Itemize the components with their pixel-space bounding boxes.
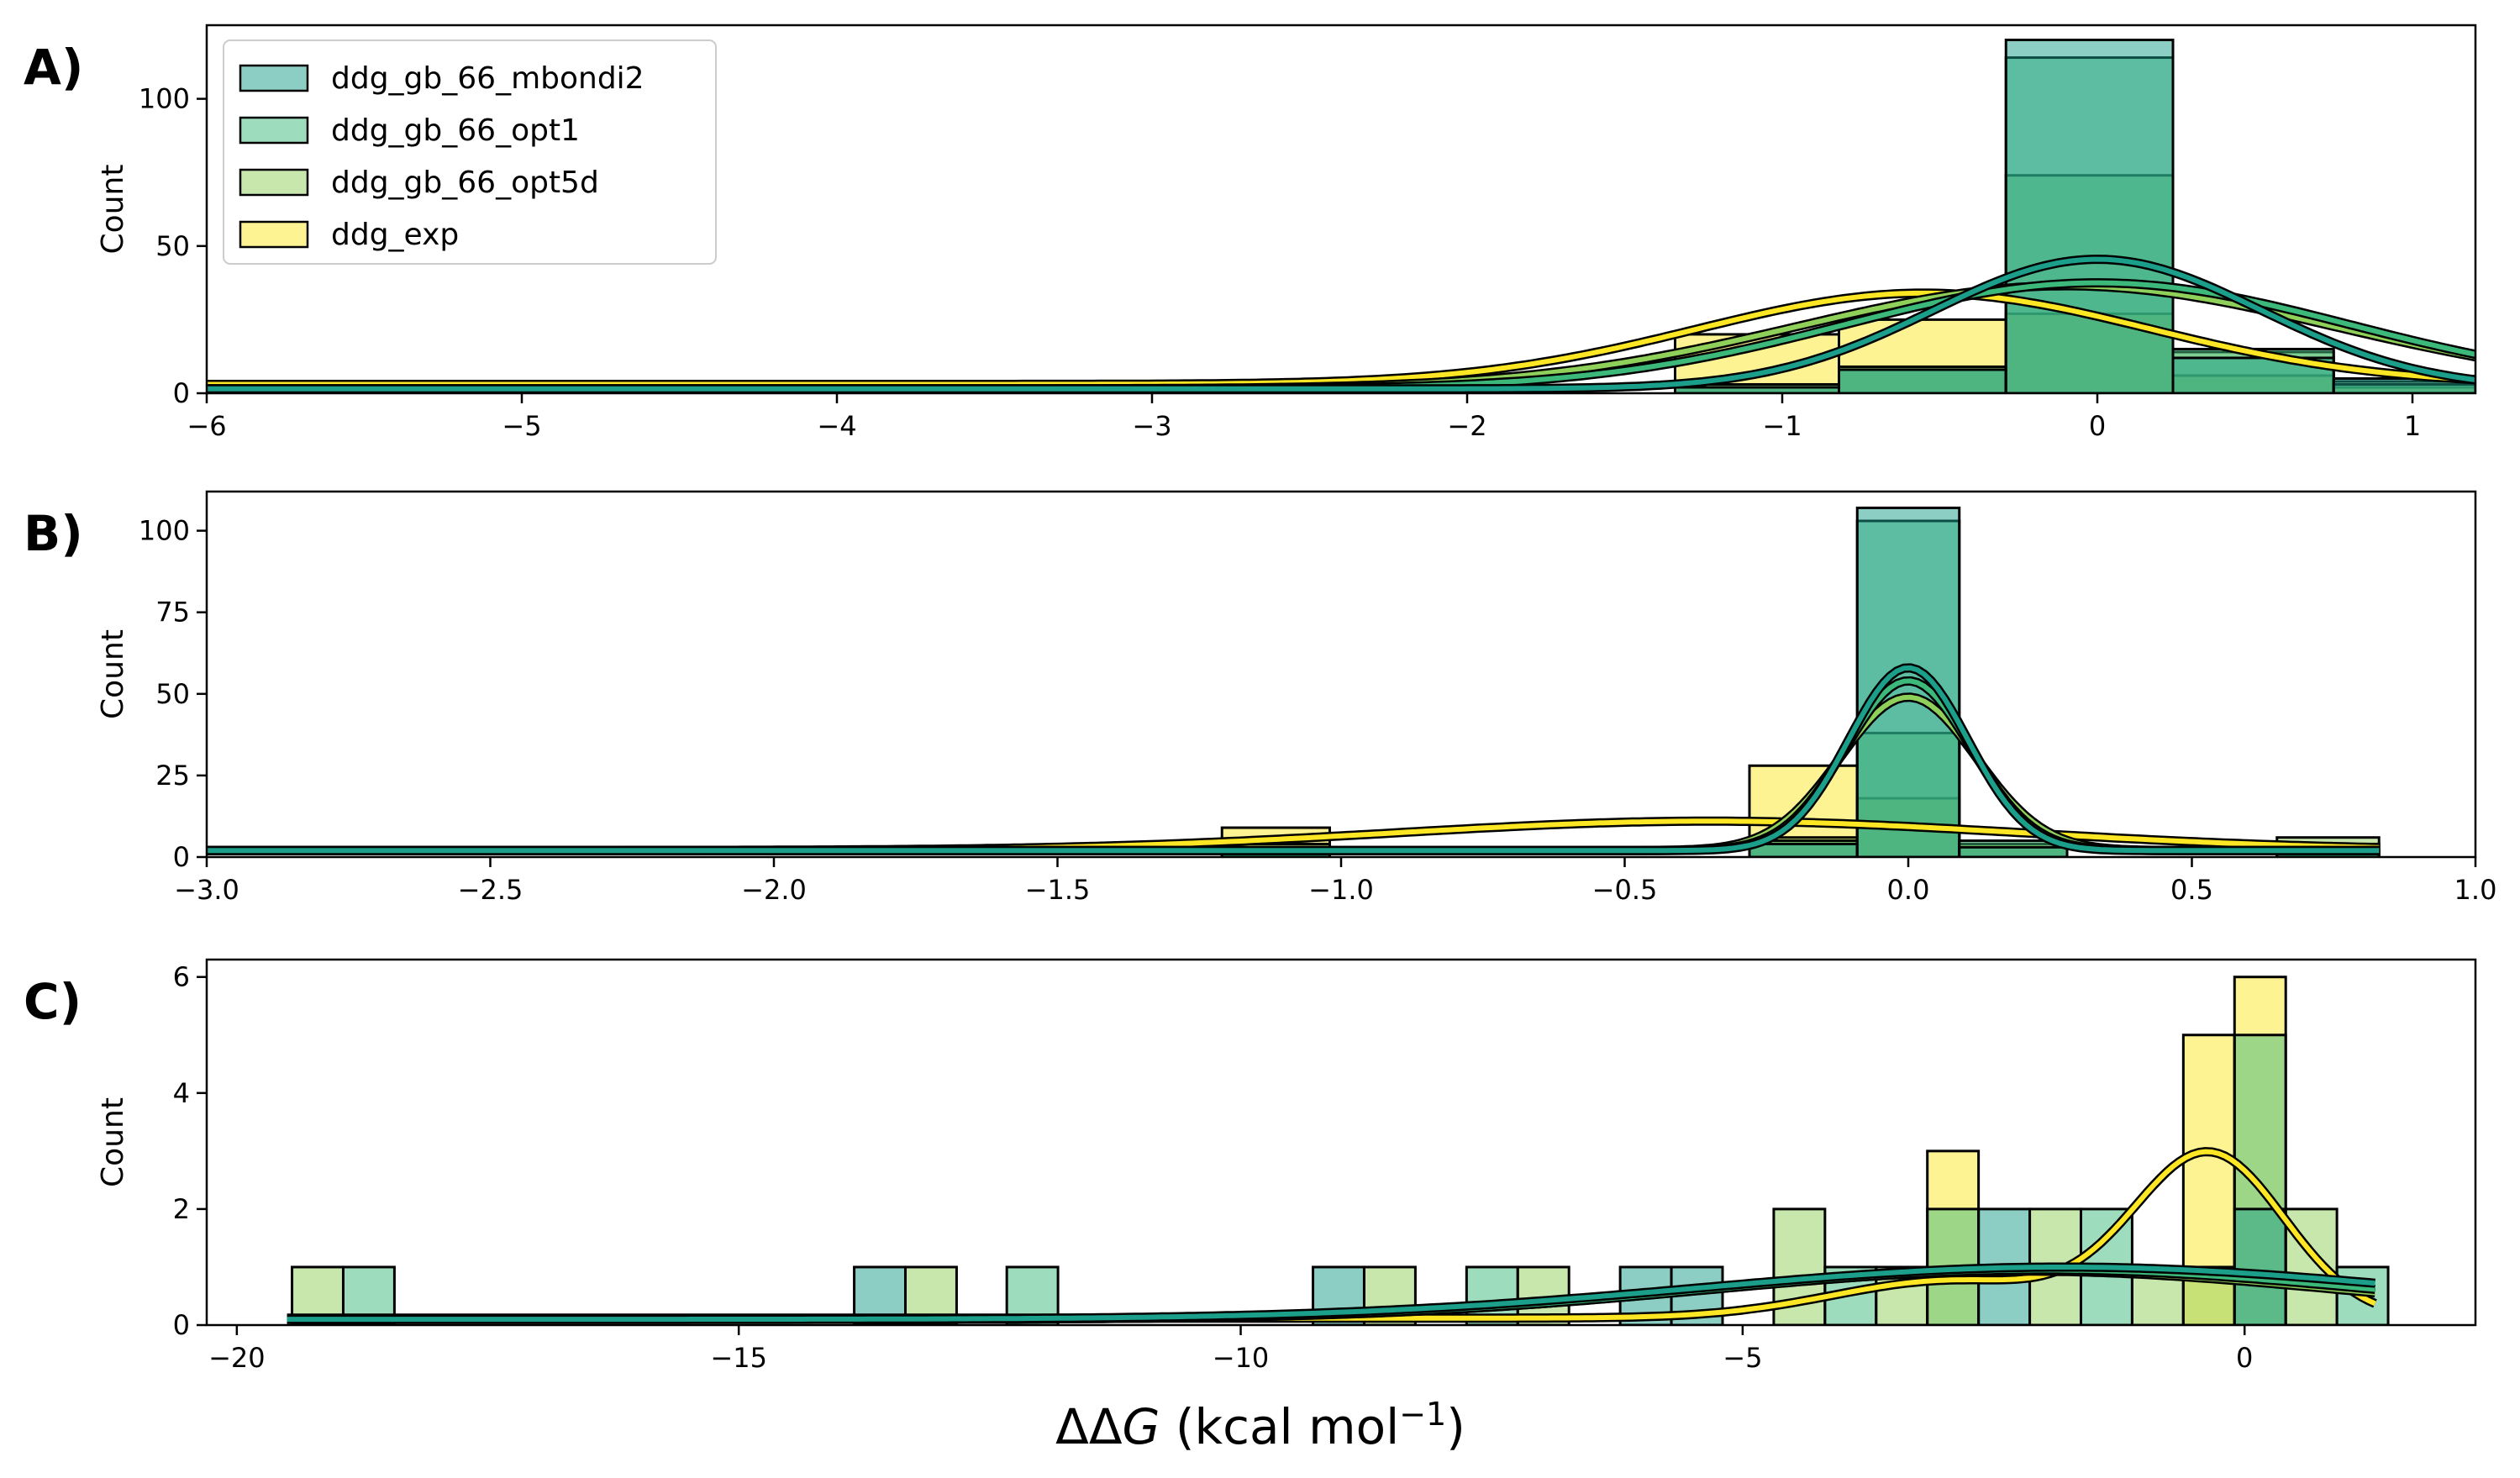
y-tick-label: 25 — [155, 760, 190, 792]
x-tick-label: −3.0 — [174, 874, 239, 906]
x-tick-label: 0.5 — [2170, 874, 2213, 906]
x-tick-label: −15 — [710, 1342, 767, 1374]
x-tick-label: −1 — [1762, 410, 1802, 442]
x-tick-label: 1.0 — [2454, 874, 2497, 906]
bar-ddg-gb-66-mbondi2 — [1958, 845, 2069, 857]
bar-ddg-gb-66-mbondi2 — [1748, 842, 1859, 857]
kde-ddg-gb-66-mbondi2 — [287, 1262, 2375, 1324]
y-tick-label: 50 — [155, 230, 190, 262]
legend-box — [223, 39, 717, 265]
x-axis-title: ΔΔG (kcal mol−1) — [1055, 1396, 1465, 1455]
legend-label-ddg-gb-66-mbondi2: ddg_gb_66_mbondi2 — [331, 61, 644, 96]
plot-area — [287, 976, 2390, 1325]
x-tick-label: −5 — [502, 410, 541, 442]
x-axis-title-prefix: ΔΔ — [1055, 1398, 1123, 1455]
x-tick-label: −5 — [1723, 1342, 1762, 1374]
x-tick-label: 0 — [2089, 410, 2106, 442]
legend-label-ddg-gb-66-opt5d: ddg_gb_66_opt5d — [331, 166, 599, 200]
y-tick-label: 6 — [173, 961, 190, 993]
y-tick-label: 0 — [173, 841, 190, 873]
y-tick-label: 100 — [139, 83, 190, 115]
kde-outline — [207, 676, 2380, 855]
panel-a: −6 −5 −4 −3 −2 −1 0 1 0 50 100 Count A) ddg_gb_66_mbo… — [24, 24, 2477, 442]
bar-ddg-gb-66-mbondi2 — [2233, 1207, 2287, 1325]
kde-line — [207, 678, 2380, 854]
legend-label-ddg-gb-66-opt1: ddg_gb_66_opt1 — [331, 113, 580, 148]
axes-frame — [205, 490, 2477, 859]
panel-label: A) — [24, 39, 83, 96]
legend-swatch-ddg-exp — [239, 220, 309, 249]
x-tick-label: −20 — [208, 1342, 266, 1374]
kde-ddg-gb-66-opt1 — [207, 676, 2380, 855]
axes-frame — [205, 958, 2477, 1327]
legend-label-ddg-exp: ddg_exp — [331, 218, 459, 252]
x-axis-title-close: ) — [1446, 1398, 1465, 1455]
kde-ddg-gb-66-mbondi2 — [207, 255, 2475, 393]
legend-swatch-ddg-gb-66-opt5d — [239, 168, 309, 197]
kde-line — [207, 665, 2380, 854]
x-tick-label: −2.0 — [741, 874, 807, 906]
x-axis-title-variable: G — [1123, 1398, 1160, 1455]
y-tick-label: 100 — [139, 515, 190, 547]
axes-frame — [205, 24, 2477, 395]
x-tick-label: −3 — [1132, 410, 1171, 442]
y-tick-label: 75 — [155, 597, 190, 629]
y-tick-label: 2 — [173, 1193, 190, 1225]
x-axis-title-exponent: −1 — [1399, 1396, 1446, 1433]
y-axis-title: Count — [96, 1097, 130, 1187]
kde-outline — [207, 663, 2380, 855]
y-tick-label: 4 — [173, 1077, 190, 1109]
plot-area — [207, 39, 2475, 393]
x-tick-label: −0.5 — [1592, 874, 1658, 906]
y-axis-title: Count — [96, 629, 130, 719]
legend-swatch-ddg-gb-66-mbondi2 — [239, 64, 309, 92]
panel-label: B) — [24, 505, 83, 562]
panel-label: C) — [24, 973, 82, 1030]
panel-b: −3.0 −2.5 −2.0 −1.5 −1.0 −0.5 0.0 0.5 1.0 0 25 50 75… — [24, 490, 2497, 906]
x-tick-label: −1.0 — [1308, 874, 1374, 906]
x-tick-label: −2 — [1447, 410, 1486, 442]
bar-ddg-gb-66-mbondi2 — [1838, 368, 2007, 393]
kde-line — [207, 256, 2475, 392]
y-tick-label: 0 — [173, 1309, 190, 1341]
x-tick-label: −4 — [817, 410, 856, 442]
x-tick-label: 1 — [2404, 410, 2421, 442]
kde-line — [287, 1265, 2375, 1323]
plot-area — [207, 506, 2381, 857]
legend-swatch-ddg-gb-66-opt1 — [239, 116, 309, 145]
kde-ddg-gb-66-mbondi2 — [207, 663, 2380, 855]
x-tick-label: −1.5 — [1025, 874, 1091, 906]
x-tick-label: 0 — [2236, 1342, 2253, 1374]
y-axis-title: Count — [96, 165, 130, 255]
panel-c: −20 −15 −10 −5 0 0 2 4 6 Count C) — [24, 958, 2477, 1374]
x-tick-label: 0.0 — [1887, 874, 1930, 906]
y-tick-label: 50 — [155, 678, 190, 710]
x-axis-title-unit: (kcal mol — [1160, 1398, 1399, 1455]
legend: ddg_gb_66_mbondi2 ddg_gb_66_opt1 ddg_gb_66… — [223, 39, 717, 265]
x-tick-label: −2.5 — [458, 874, 523, 906]
x-tick-label: −6 — [187, 410, 226, 442]
y-tick-label: 0 — [173, 377, 190, 409]
x-tick-label: −10 — [1213, 1342, 1270, 1374]
bar-ddg-gb-66-mbondi2 — [2004, 39, 2175, 393]
